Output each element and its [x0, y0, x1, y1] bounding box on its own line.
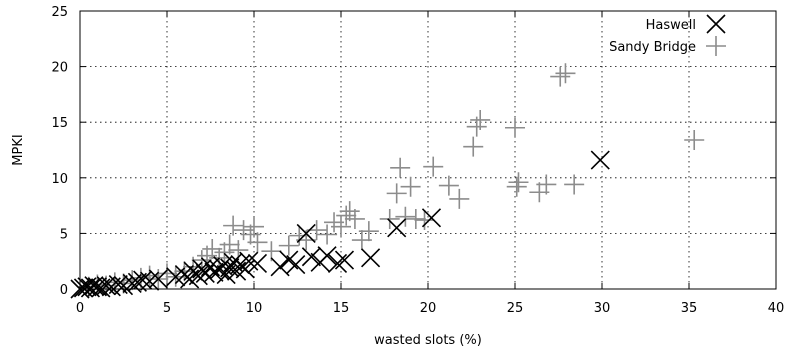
data-point [463, 136, 484, 157]
data-point [555, 63, 576, 84]
x-tick-label: 20 [420, 301, 437, 316]
data-point [339, 201, 360, 222]
legend-label: Haswell [646, 18, 696, 33]
data-point [223, 215, 244, 236]
data-point [336, 205, 357, 226]
y-axis-label: MPKI [11, 134, 26, 165]
data-point [414, 210, 435, 231]
data-point [286, 254, 306, 275]
x-tick-label: 35 [681, 301, 698, 316]
data-point [244, 216, 264, 237]
legend-item: Sandy Bridge [609, 36, 726, 56]
legend: Haswell Sandy Bridge [609, 14, 726, 56]
data-point [423, 156, 444, 177]
data-point [139, 265, 160, 286]
grid [80, 11, 776, 289]
data-point [508, 172, 529, 193]
data-point [536, 174, 557, 195]
legend-marker [706, 14, 726, 34]
data-point [148, 269, 168, 289]
data-point [219, 234, 240, 255]
data-point [550, 66, 571, 87]
data-point [220, 258, 240, 278]
data-point [317, 246, 337, 266]
data-point [133, 270, 153, 290]
data-point [470, 109, 491, 130]
series-sandy-bridge [78, 63, 705, 297]
y-tick-label: 10 [51, 172, 68, 187]
data-point [390, 157, 411, 178]
y-tick-label: 0 [60, 283, 68, 298]
data-point [505, 117, 525, 138]
y-tick-label: 25 [51, 5, 68, 20]
data-point [361, 248, 381, 268]
y-tick-label: 5 [60, 227, 68, 242]
data-point [327, 253, 348, 273]
data-point [334, 250, 355, 270]
data-point [564, 174, 585, 195]
data-point [405, 208, 426, 229]
data-point [395, 206, 416, 227]
data-point [358, 221, 379, 242]
data-point [379, 208, 400, 229]
data-point [506, 176, 527, 197]
x-tick-label: 0 [76, 301, 84, 316]
data-point [331, 216, 351, 237]
data-point [449, 188, 470, 209]
data-point [247, 232, 268, 253]
x-tick-label: 15 [333, 301, 350, 316]
data-point [590, 150, 610, 170]
data-point [214, 242, 235, 263]
data-point [87, 277, 107, 297]
data-point [204, 262, 224, 282]
x-tick-label: 30 [594, 301, 611, 316]
data-point [387, 218, 407, 238]
data-point [188, 266, 208, 286]
data-point [191, 250, 212, 271]
legend-marker [706, 36, 726, 56]
data-point [247, 253, 268, 273]
x-tick-label: 40 [768, 301, 785, 316]
axis-ticks: 0 5 10 15 20 25 30 35 40 0 5 10 15 20 25 [51, 5, 784, 316]
plot-frame [79, 10, 777, 290]
data-point [216, 264, 236, 285]
x-axis-label: wasted slots (%) [374, 333, 482, 348]
data-point [421, 208, 442, 228]
data-point [270, 257, 290, 277]
data-point [157, 263, 177, 284]
data-markers [70, 63, 705, 299]
x-tick-label: 10 [246, 301, 263, 316]
x-tick-label: 25 [507, 301, 524, 316]
data-point [438, 175, 459, 196]
data-point [80, 278, 101, 298]
data-point [296, 223, 316, 243]
series-haswell [70, 150, 610, 299]
data-point [386, 183, 407, 204]
x-tick-label: 5 [163, 301, 171, 316]
data-point [174, 261, 195, 282]
data-point [344, 208, 365, 229]
legend-label: Sandy Bridge [609, 40, 696, 55]
legend-item: Haswell [646, 14, 726, 34]
data-point [278, 235, 299, 256]
data-point [317, 224, 338, 245]
data-point [301, 247, 321, 267]
data-point [400, 176, 421, 197]
y-tick-label: 15 [51, 116, 68, 131]
data-point [684, 129, 705, 150]
y-tick-label: 20 [51, 61, 68, 76]
